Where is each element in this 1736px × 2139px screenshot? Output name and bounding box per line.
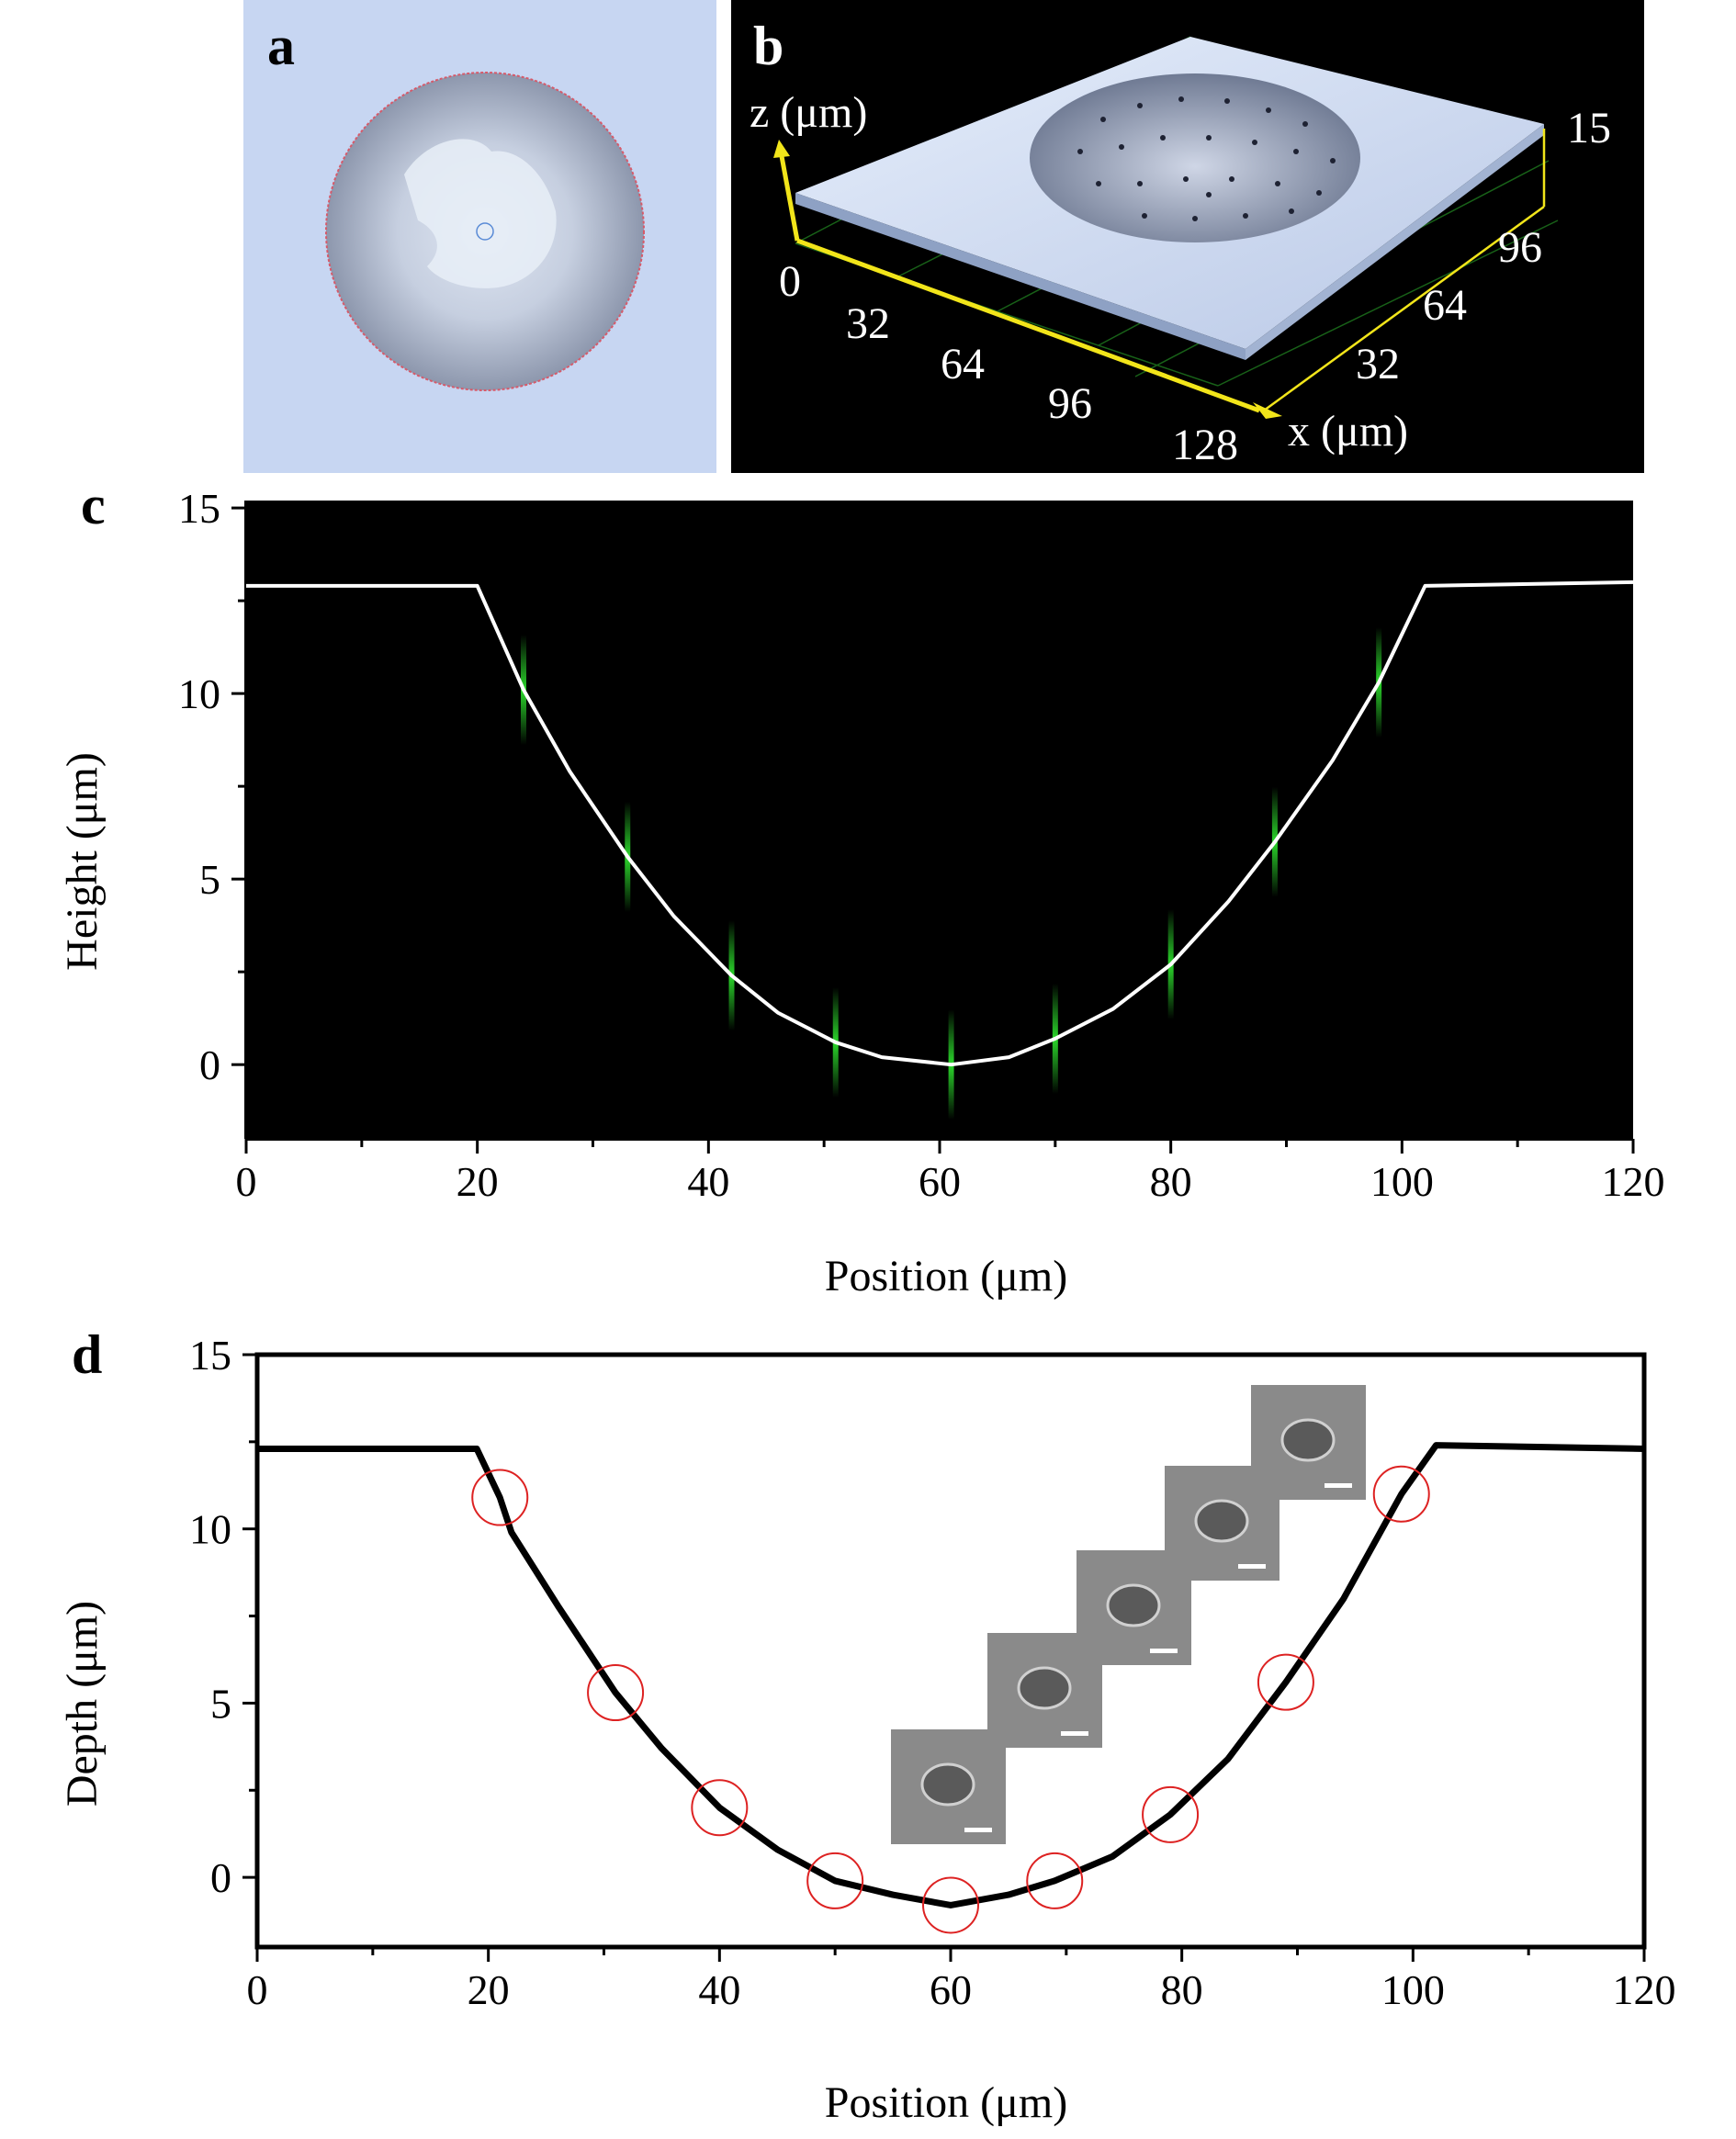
sem-inset-crater-0 bbox=[920, 1762, 975, 1807]
ablation-spots bbox=[1077, 96, 1336, 221]
chart-d-highlight-circle-6 bbox=[1142, 1785, 1200, 1843]
panel-c-label: c bbox=[81, 478, 106, 535]
x-tick-96: 96 bbox=[1048, 379, 1092, 428]
center-marker bbox=[476, 222, 494, 241]
chart-c-plot: 0 20 40 60 80 100 120 0 5 10 15 bbox=[178, 485, 1665, 1205]
panel-a-image: a bbox=[243, 0, 716, 473]
chart-c-series-line-0 bbox=[246, 580, 1634, 1067]
sem-inset-crater-4 bbox=[1280, 1418, 1336, 1462]
z-axis-label: z (μm) bbox=[750, 88, 867, 137]
sem-inset-scalebar-3 bbox=[1238, 1564, 1266, 1569]
chart-d-highlight-circle-8 bbox=[1372, 1465, 1430, 1523]
z-tick-15: 15 bbox=[1567, 104, 1611, 152]
chart-d-plot: 0 20 40 60 80 100 120 0 5 10 15 bbox=[189, 1332, 1676, 2013]
x-tick-0: 0 bbox=[779, 257, 801, 306]
chart-d: d 0 20 40 60 80 100 120 0 5 10 15 Position (μm) De… bbox=[58, 1324, 1676, 2127]
chart-d-x-tick-label-6: 120 bbox=[1613, 1966, 1676, 2013]
sem-inset-crater-3 bbox=[1194, 1499, 1249, 1543]
crater-highlight bbox=[404, 139, 557, 288]
sem-inset-scalebar-4 bbox=[1325, 1483, 1352, 1488]
chart-c-x-tick-label-1: 20 bbox=[457, 1158, 499, 1205]
chart-d-highlight-circle-0 bbox=[471, 1469, 529, 1526]
x-tick-128: 128 bbox=[1172, 421, 1238, 469]
chart-d-ylabel: Depth (μm) bbox=[58, 1601, 107, 1807]
chart-c-y-tick-label-0: 0 bbox=[199, 1041, 220, 1088]
chart-c: c 0 20 40 60 80 100 120 0 5 10 15 Position (μm) He… bbox=[58, 475, 1665, 1300]
chart-d-y-tick-label-2: 10 bbox=[189, 1506, 231, 1553]
y-tick-64: 64 bbox=[1423, 281, 1467, 330]
x-tick-64: 64 bbox=[941, 340, 985, 388]
sample-edge-front bbox=[795, 193, 1246, 360]
chart-c-x-tick-label-2: 40 bbox=[687, 1158, 729, 1205]
chart-d-y-tick-label-3: 15 bbox=[189, 1332, 231, 1379]
y-tick-96: 96 bbox=[1498, 223, 1542, 272]
chart-c-y-tick-label-2: 10 bbox=[178, 670, 220, 717]
panel-b-label: b bbox=[753, 16, 783, 76]
chart-d-x-tick-label-0: 0 bbox=[247, 1966, 268, 2013]
panel-d-label: d bbox=[72, 1324, 102, 1385]
chart-d-highlight-circle-2 bbox=[691, 1779, 749, 1837]
chart-c-x-tick-label-4: 80 bbox=[1150, 1158, 1192, 1205]
chart-c-x-tick-label-6: 120 bbox=[1602, 1158, 1665, 1205]
chart-c-y-tick-label-1: 5 bbox=[199, 856, 220, 903]
sem-inset-crater-1 bbox=[1017, 1666, 1072, 1710]
chart-d-series-line-0 bbox=[257, 1442, 1645, 1908]
chart-c-y-tick-label-3: 15 bbox=[178, 485, 220, 532]
sem-inset-crater-2 bbox=[1106, 1583, 1161, 1627]
chart-d-x-tick-label-2: 40 bbox=[698, 1966, 740, 2013]
chart-d-y-tick-label-0: 0 bbox=[210, 1854, 231, 1901]
sem-inset-scalebar-1 bbox=[1061, 1731, 1088, 1736]
panel-b-image: z (μm) x (μm) 15 0 32 64 96 128 32 64 96… bbox=[731, 0, 1644, 473]
chart-c-plot-background bbox=[246, 501, 1633, 1139]
chart-d-xlabel: Position (μm) bbox=[825, 2078, 1067, 2127]
chart-d-y-tick-label-1: 5 bbox=[210, 1680, 231, 1727]
chart-d-x-tick-label-3: 60 bbox=[930, 1966, 972, 2013]
chart-c-xlabel: Position (μm) bbox=[825, 1252, 1067, 1300]
chart-d-x-tick-label-4: 80 bbox=[1161, 1966, 1203, 2013]
x-tick-32: 32 bbox=[846, 299, 890, 348]
sem-inset-scalebar-2 bbox=[1150, 1649, 1178, 1653]
chart-c-x-tick-label-5: 100 bbox=[1370, 1158, 1434, 1205]
chart-c-x-tick-label-0: 0 bbox=[236, 1158, 257, 1205]
chart-d-highlight-circle-1 bbox=[587, 1664, 645, 1722]
panel-c: c 0 20 40 60 80 100 120 0 5 10 15 Position (μm) He… bbox=[0, 475, 1736, 1323]
chart-d-highlight-circle-3 bbox=[806, 1852, 864, 1909]
x-axis-label: x (μm) bbox=[1288, 407, 1408, 456]
panel-a-label: a bbox=[267, 16, 295, 76]
panel-d: d 0 20 40 60 80 100 120 0 5 10 15 Position (μm) De… bbox=[0, 1313, 1736, 2134]
chart-c-ylabel: Height (μm) bbox=[58, 752, 107, 971]
crater-pit bbox=[1030, 73, 1360, 242]
panel-a: a bbox=[243, 0, 716, 473]
chart-d-x-tick-label-5: 100 bbox=[1381, 1966, 1445, 2013]
chart-d-highlight-circle-5 bbox=[1026, 1852, 1084, 1909]
y-tick-32: 32 bbox=[1356, 340, 1400, 388]
chart-d-x-tick-label-1: 20 bbox=[468, 1966, 510, 2013]
sem-inset-scalebar-0 bbox=[964, 1828, 992, 1832]
sample-edge-side bbox=[1246, 124, 1544, 360]
panel-b: z (μm) x (μm) 15 0 32 64 96 128 32 64 96… bbox=[731, 0, 1644, 473]
panel-b-axes bbox=[773, 129, 1546, 419]
chart-d-highlight-circle-7 bbox=[1257, 1653, 1314, 1711]
chart-c-x-tick-label-3: 60 bbox=[919, 1158, 961, 1205]
chart-d-highlight-circle-4 bbox=[922, 1876, 979, 1934]
